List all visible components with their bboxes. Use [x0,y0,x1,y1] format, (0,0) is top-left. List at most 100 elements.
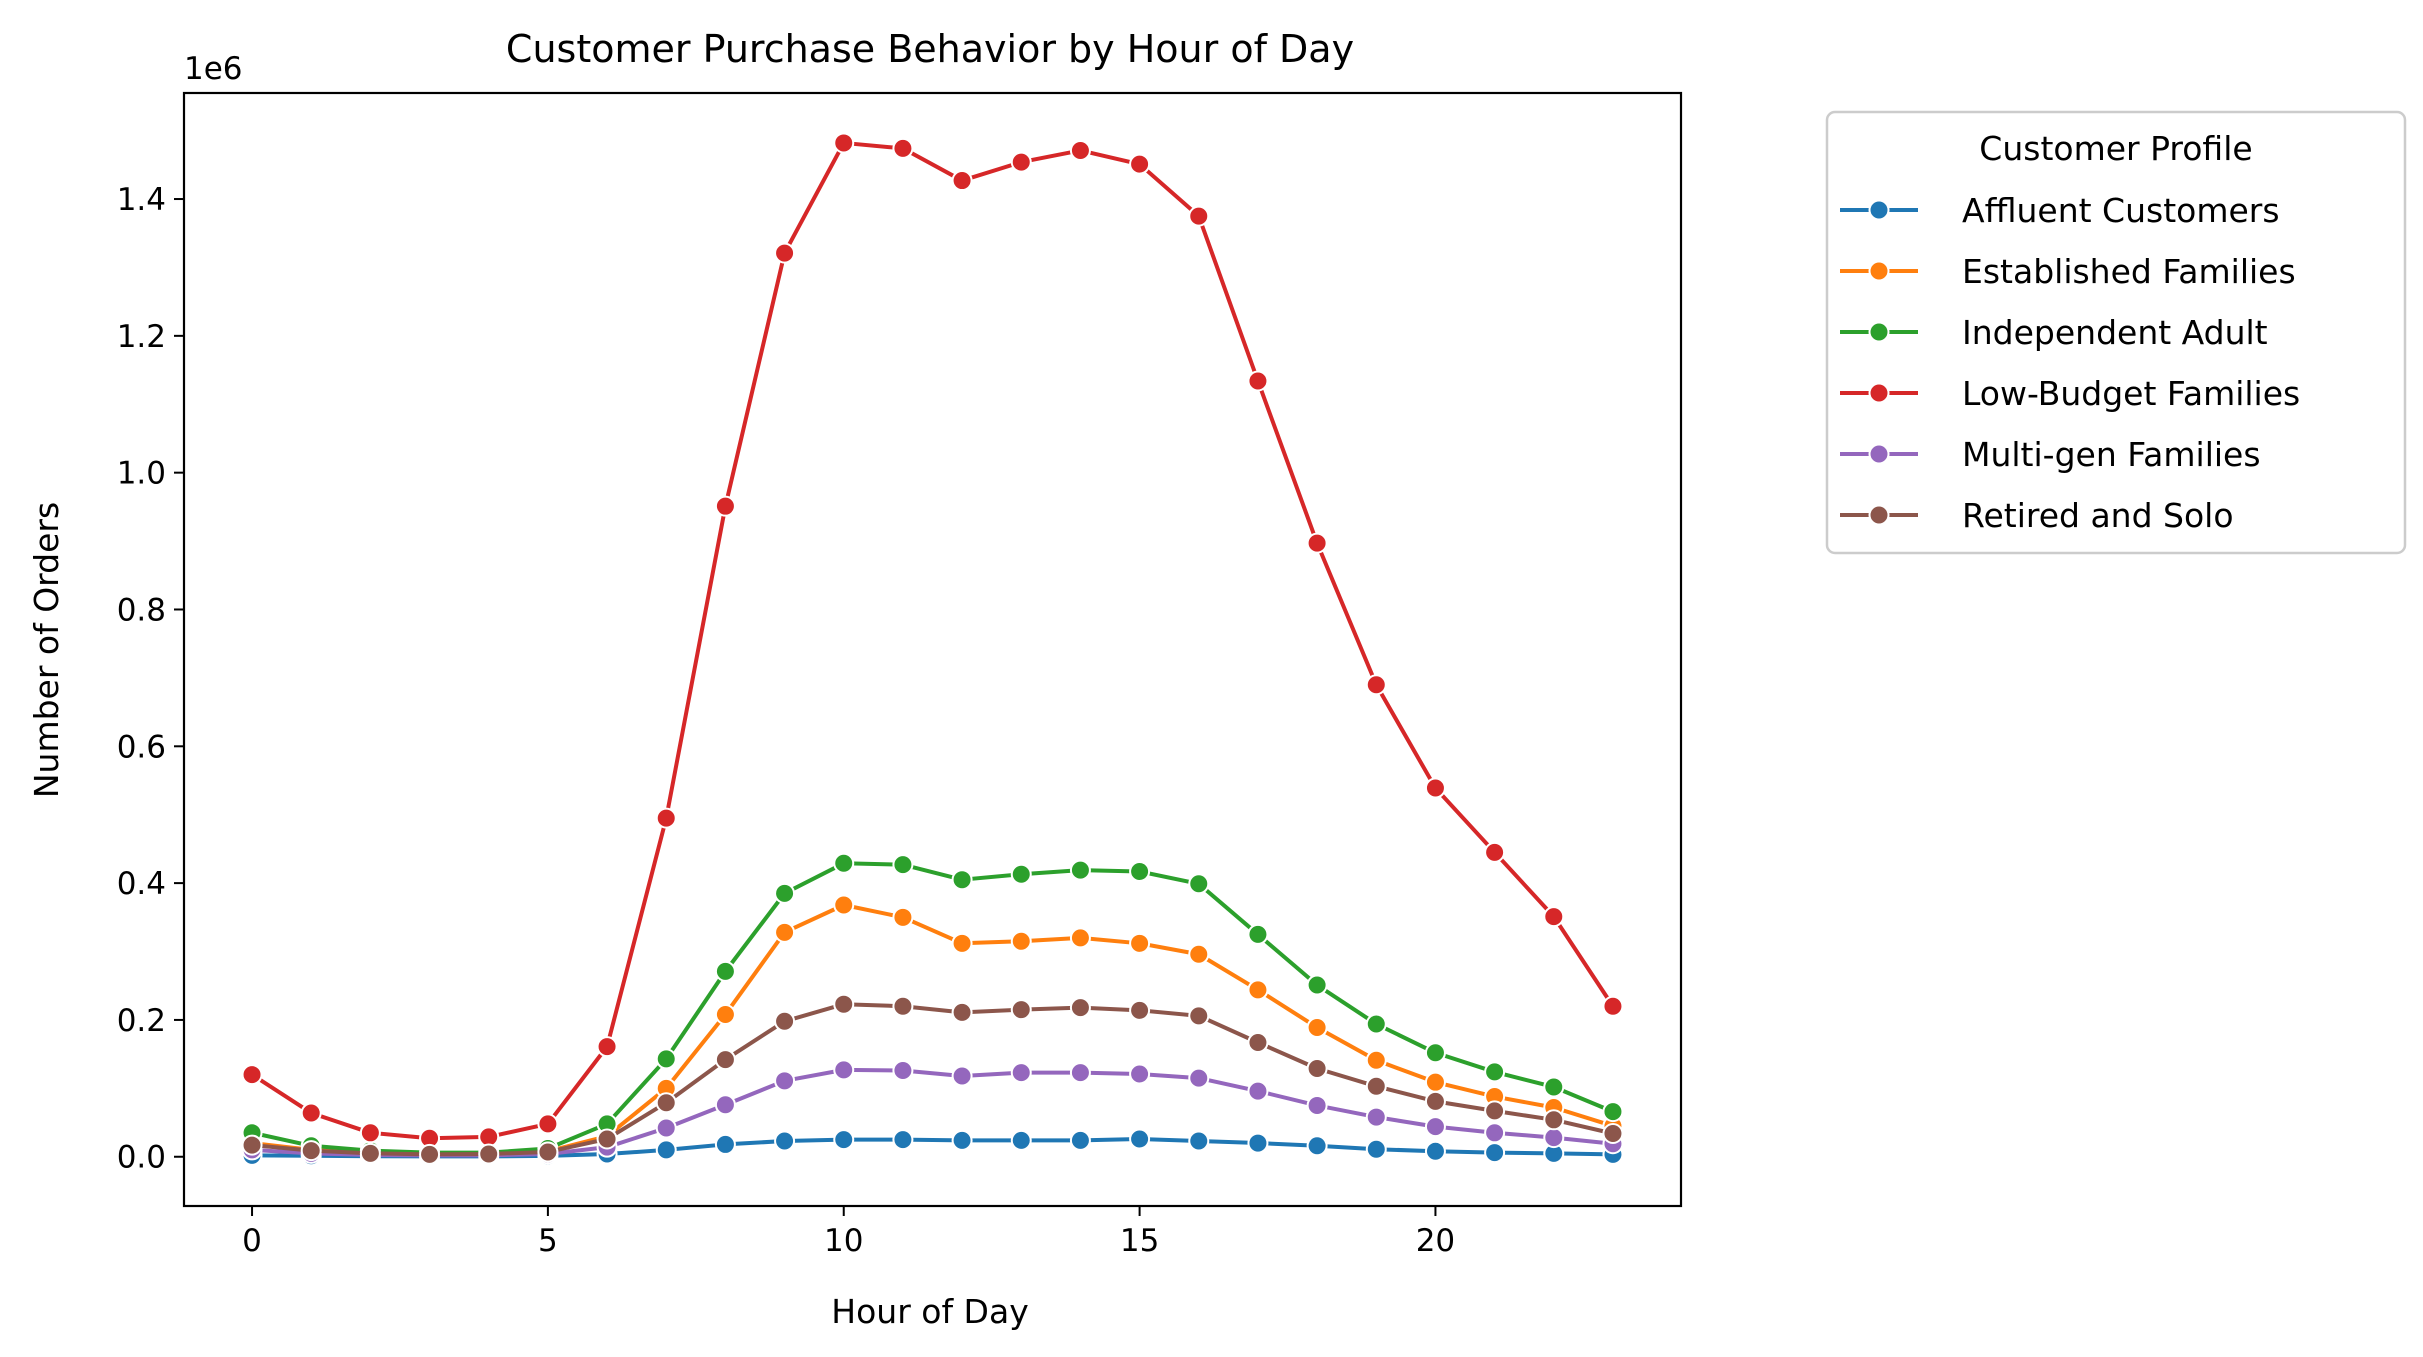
legend-label-established-families: Established Families [1962,252,2296,291]
data-point-independent-adult [1188,873,1210,895]
data-point-retired-and-solo [1247,1032,1269,1054]
data-point-retired-and-solo [300,1140,322,1162]
x-tick-label: 0 [242,1223,262,1259]
data-point-retired-and-solo [1069,997,1091,1019]
x-tick-label: 20 [1416,1223,1455,1259]
data-point-low-budget-families [1424,777,1446,799]
data-point-established-families [1188,943,1210,965]
data-point-multi-gen-families [1424,1116,1446,1138]
data-point-retired-and-solo [833,993,855,1015]
data-point-multi-gen-families [1010,1062,1032,1084]
x-tick-label: 15 [1120,1223,1159,1259]
data-point-multi-gen-families [774,1070,796,1092]
data-point-retired-and-solo [1306,1057,1328,1079]
y-tick-label: 1.0 [117,456,166,492]
data-point-multi-gen-families [833,1059,855,1081]
data-point-affluent-customers [892,1129,914,1151]
data-point-multi-gen-families [1129,1063,1151,1085]
data-point-retired-and-solo [1484,1100,1506,1122]
plot-frame [182,91,1683,1208]
legend-frame [1825,110,2407,555]
plot-area [182,91,1683,1208]
data-point-retired-and-solo [537,1141,559,1163]
legend-item-established-families: Established Families [1840,252,2296,291]
data-point-independent-adult [714,960,736,982]
data-point-multi-gen-families [655,1117,677,1139]
data-point-affluent-customers [774,1130,796,1152]
data-point-independent-adult [1484,1061,1506,1083]
data-point-affluent-customers [1484,1142,1506,1164]
data-point-independent-adult [774,882,796,904]
y-tick-label: 0.0 [117,1140,166,1176]
data-point-low-budget-families [1069,139,1091,161]
x-tick-label: 5 [538,1223,558,1259]
legend: Customer Profile Affluent Customers Estab… [1825,110,2407,555]
data-point-retired-and-solo [359,1142,381,1164]
data-point-low-budget-families [537,1113,559,1135]
data-point-low-budget-families [1543,906,1565,928]
legend-marker-independent-adult [1868,321,1890,343]
legend-marker-retired-and-solo [1868,504,1890,526]
data-point-retired-and-solo [714,1049,736,1071]
data-point-low-budget-families [1129,153,1151,175]
data-point-low-budget-families [596,1036,618,1058]
data-point-low-budget-families [1010,151,1032,173]
data-point-independent-adult [951,869,973,891]
data-point-independent-adult [655,1048,677,1070]
data-point-low-budget-families [892,137,914,159]
data-point-low-budget-families [1602,995,1624,1017]
legend-label-multi-gen-families: Multi-gen Families [1962,435,2261,474]
data-point-multi-gen-families [1306,1094,1328,1116]
data-point-affluent-customers [951,1129,973,1151]
legend-label-independent-adult: Independent Adult [1962,313,2268,352]
series-line-established-families [251,903,1614,1157]
data-point-independent-adult [1602,1101,1624,1123]
data-point-established-families [1069,927,1091,949]
data-point-independent-adult [833,852,855,874]
legend-marker-low-budget-families [1868,382,1890,404]
data-point-retired-and-solo [774,1010,796,1032]
data-point-retired-and-solo [1602,1122,1624,1144]
series-retired-and-solo [241,993,1624,1165]
data-point-independent-adult [1365,1013,1387,1035]
data-point-retired-and-solo [951,1001,973,1023]
data-point-established-families [833,894,855,916]
data-point-retired-and-solo [1129,999,1151,1021]
data-point-retired-and-solo [596,1128,618,1150]
y-tick-label: 0.6 [117,729,166,765]
data-point-affluent-customers [1010,1129,1032,1151]
y-axis-label: Number of Orders [27,502,66,798]
y-tick-label: 0.8 [117,592,166,628]
legend-item-affluent-customers: Affluent Customers [1840,191,2280,230]
data-point-multi-gen-families [892,1060,914,1082]
data-point-affluent-customers [1306,1135,1328,1157]
data-point-retired-and-solo [1424,1090,1446,1112]
data-point-multi-gen-families [1069,1062,1091,1084]
series-line-retired-and-solo [251,1002,1614,1157]
data-point-low-budget-families [1247,370,1269,392]
series-low-budget-families [241,132,1624,1149]
data-point-multi-gen-families [1247,1080,1269,1102]
y-tick-label: 1.4 [117,182,166,218]
data-point-multi-gen-families [1543,1127,1565,1149]
chart-title: Customer Purchase Behavior by Hour of Da… [506,27,1354,71]
data-point-retired-and-solo [1010,999,1032,1021]
data-point-established-families [774,921,796,943]
data-point-independent-adult [1129,860,1151,882]
legend-marker-multi-gen-families [1868,443,1890,465]
legend-label-low-budget-families: Low-Budget Families [1962,374,2300,413]
data-point-retired-and-solo [1543,1109,1565,1131]
data-point-affluent-customers [1365,1138,1387,1160]
data-point-retired-and-solo [1188,1005,1210,1027]
data-point-affluent-customers [1247,1132,1269,1154]
legend-item-multi-gen-families: Multi-gen Families [1840,435,2261,474]
data-point-affluent-customers [1069,1129,1091,1151]
data-point-low-budget-families [1365,674,1387,696]
series-line-multi-gen-families [251,1067,1614,1158]
legend-label-retired-and-solo: Retired and Solo [1962,496,2234,535]
x-axis: 0 5 10 15 20 [242,1206,1455,1259]
series-line-low-budget-families [250,140,1615,1141]
data-point-low-budget-families [241,1064,263,1086]
series-group [241,132,1624,1167]
